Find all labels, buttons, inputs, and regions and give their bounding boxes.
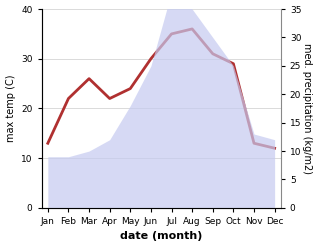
Y-axis label: med. precipitation (kg/m2): med. precipitation (kg/m2)	[302, 43, 313, 174]
Y-axis label: max temp (C): max temp (C)	[5, 75, 16, 142]
X-axis label: date (month): date (month)	[120, 231, 203, 242]
